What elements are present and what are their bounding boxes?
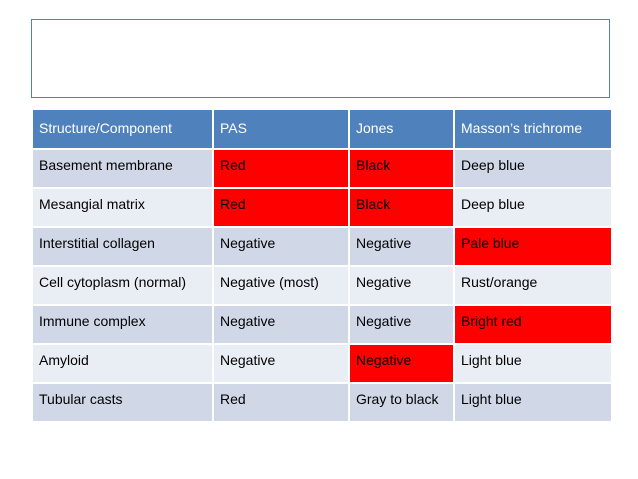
header-massons-trichrome: Masson’s trichrome	[453, 108, 613, 150]
slide-title-box	[31, 19, 610, 98]
cell-structure: Tubular casts	[31, 382, 214, 423]
cell-massons-trichrome: Light blue	[453, 382, 613, 423]
table-row: Mesangial matrix Red Black Deep blue	[31, 187, 613, 228]
cell-massons-trichrome: Pale blue	[453, 226, 613, 267]
cell-jones: Negative	[348, 226, 455, 267]
table-row: Basement membrane Red Black Deep blue	[31, 148, 613, 189]
cell-structure: Mesangial matrix	[31, 187, 214, 228]
table-row: Immune complex Negative Negative Bright …	[31, 304, 613, 345]
header-pas: PAS	[212, 108, 350, 150]
cell-structure: Amyloid	[31, 343, 214, 384]
table-row: Interstitial collagen Negative Negative …	[31, 226, 613, 267]
cell-pas: Negative (most)	[212, 265, 350, 306]
cell-massons-trichrome: Bright red	[453, 304, 613, 345]
cell-pas: Negative	[212, 304, 350, 345]
table-row: Amyloid Negative Negative Light blue	[31, 343, 613, 384]
header-jones: Jones	[348, 108, 455, 150]
cell-jones: Negative	[348, 343, 455, 384]
cell-pas: Negative	[212, 226, 350, 267]
table-row: Tubular casts Red Gray to black Light bl…	[31, 382, 613, 423]
stain-comparison-table: Structure/Component PAS Jones Masson’s t…	[31, 108, 613, 423]
cell-pas: Red	[212, 148, 350, 189]
cell-pas: Negative	[212, 343, 350, 384]
cell-jones: Negative	[348, 265, 455, 306]
cell-structure: Interstitial collagen	[31, 226, 214, 267]
cell-jones: Black	[348, 187, 455, 228]
cell-structure: Basement membrane	[31, 148, 214, 189]
cell-structure: Immune complex	[31, 304, 214, 345]
cell-massons-trichrome: Rust/orange	[453, 265, 613, 306]
cell-massons-trichrome: Deep blue	[453, 187, 613, 228]
cell-jones: Black	[348, 148, 455, 189]
cell-structure: Cell cytoplasm (normal)	[31, 265, 214, 306]
cell-jones: Gray to black	[348, 382, 455, 423]
cell-pas: Red	[212, 382, 350, 423]
table-row: Cell cytoplasm (normal) Negative (most) …	[31, 265, 613, 306]
header-structure-component: Structure/Component	[31, 108, 214, 150]
cell-jones: Negative	[348, 304, 455, 345]
table-header-row: Structure/Component PAS Jones Masson’s t…	[31, 108, 613, 150]
cell-pas: Red	[212, 187, 350, 228]
cell-massons-trichrome: Light blue	[453, 343, 613, 384]
cell-massons-trichrome: Deep blue	[453, 148, 613, 189]
